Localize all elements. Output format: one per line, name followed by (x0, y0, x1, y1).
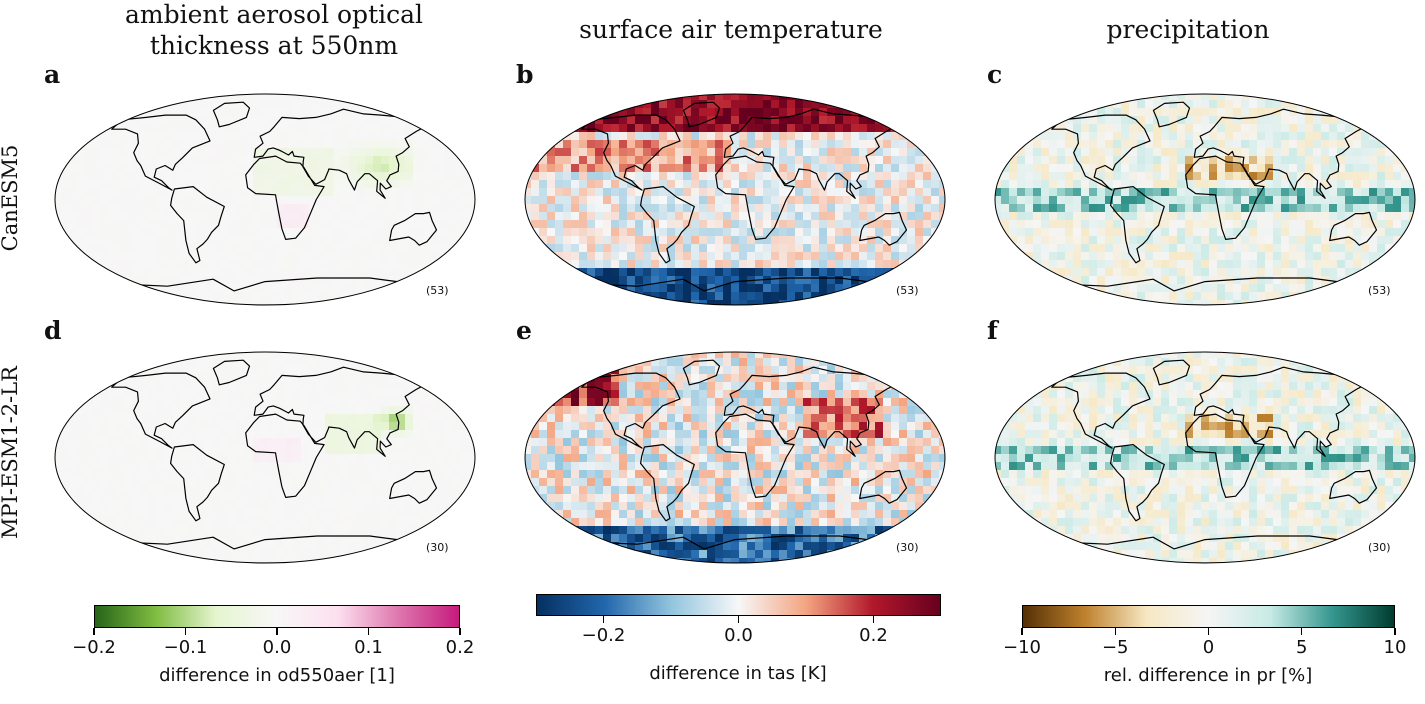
colorbar-tick-label: −10 (1003, 637, 1041, 658)
column-title-aerosol: ambient aerosol optical thickness at 550… (124, 0, 424, 60)
colorbar-tick-label: 0.2 (445, 637, 475, 658)
count-label-c: (53) (1368, 284, 1391, 297)
colorbar-label-precipitation: rel. difference in pr [%] (1103, 665, 1313, 686)
colorbar-tick (93, 628, 95, 635)
colorbar-label-aerosol: difference in od550aer [1] (159, 665, 395, 686)
colorbar-tick-label: 0.0 (262, 637, 292, 658)
map-panel-b (524, 93, 946, 306)
colorbar-tick-label: −0.1 (163, 637, 208, 658)
colorbar-tick (737, 616, 740, 623)
panel-letter-b: b (516, 60, 534, 89)
colorbar-tick (1301, 628, 1303, 635)
count-label-e: (30) (896, 541, 919, 554)
colorbar-label-temperature: difference in tas [K] (649, 663, 827, 684)
colorbar-temperature (536, 594, 941, 616)
count-label-a: (53) (426, 284, 449, 297)
row-label-mpi: MPI-ESM1-2-LR (0, 366, 22, 539)
panel-letter-e: e (516, 316, 532, 345)
panel-letter-c: c (987, 60, 1003, 89)
colorbar-tick (459, 628, 461, 635)
colorbar-tick-label: 10 (1383, 637, 1407, 658)
colorbar-tick (1021, 628, 1023, 635)
colorbar-tick (872, 616, 875, 623)
panel-letter-d: d (44, 316, 62, 345)
map-panel-c (994, 93, 1416, 306)
colorbar-tick-label: 5 (1296, 637, 1308, 658)
colorbar-tick (1207, 628, 1210, 635)
colorbar-tick-label: −0.2 (72, 637, 116, 658)
colorbar-tick (367, 628, 370, 635)
map-panel-e (524, 351, 946, 564)
colorbar-tick-label: 0.0 (724, 625, 753, 646)
count-label-b: (53) (896, 284, 919, 297)
map-panel-a (54, 93, 476, 306)
colorbar-tick-label: 0 (1202, 637, 1215, 658)
column-title-precipitation: precipitation (1106, 15, 1270, 44)
column-title-temperature: surface air temperature (579, 15, 883, 44)
colorbar-precipitation (1022, 605, 1395, 628)
count-label-f: (30) (1368, 541, 1391, 554)
colorbar-tick-label: 0.1 (354, 637, 383, 658)
colorbar-tick-label: 0.2 (859, 625, 888, 646)
colorbar-tick (276, 628, 278, 635)
colorbar-tick (184, 628, 187, 635)
panel-letter-a: a (44, 60, 61, 89)
colorbar-tick (602, 616, 605, 623)
panel-letter-f: f (987, 316, 998, 345)
map-panel-d (54, 351, 476, 564)
row-label-canesm5: CanESM5 (0, 144, 22, 252)
colorbar-tick (1114, 628, 1116, 635)
colorbar-tick-label: −0.2 (581, 625, 626, 646)
colorbar-tick-label: −5 (1101, 637, 1129, 658)
colorbar-tick (1394, 628, 1396, 635)
count-label-d: (30) (426, 541, 449, 554)
map-panel-f (994, 351, 1416, 564)
colorbar-aerosol (94, 605, 460, 628)
